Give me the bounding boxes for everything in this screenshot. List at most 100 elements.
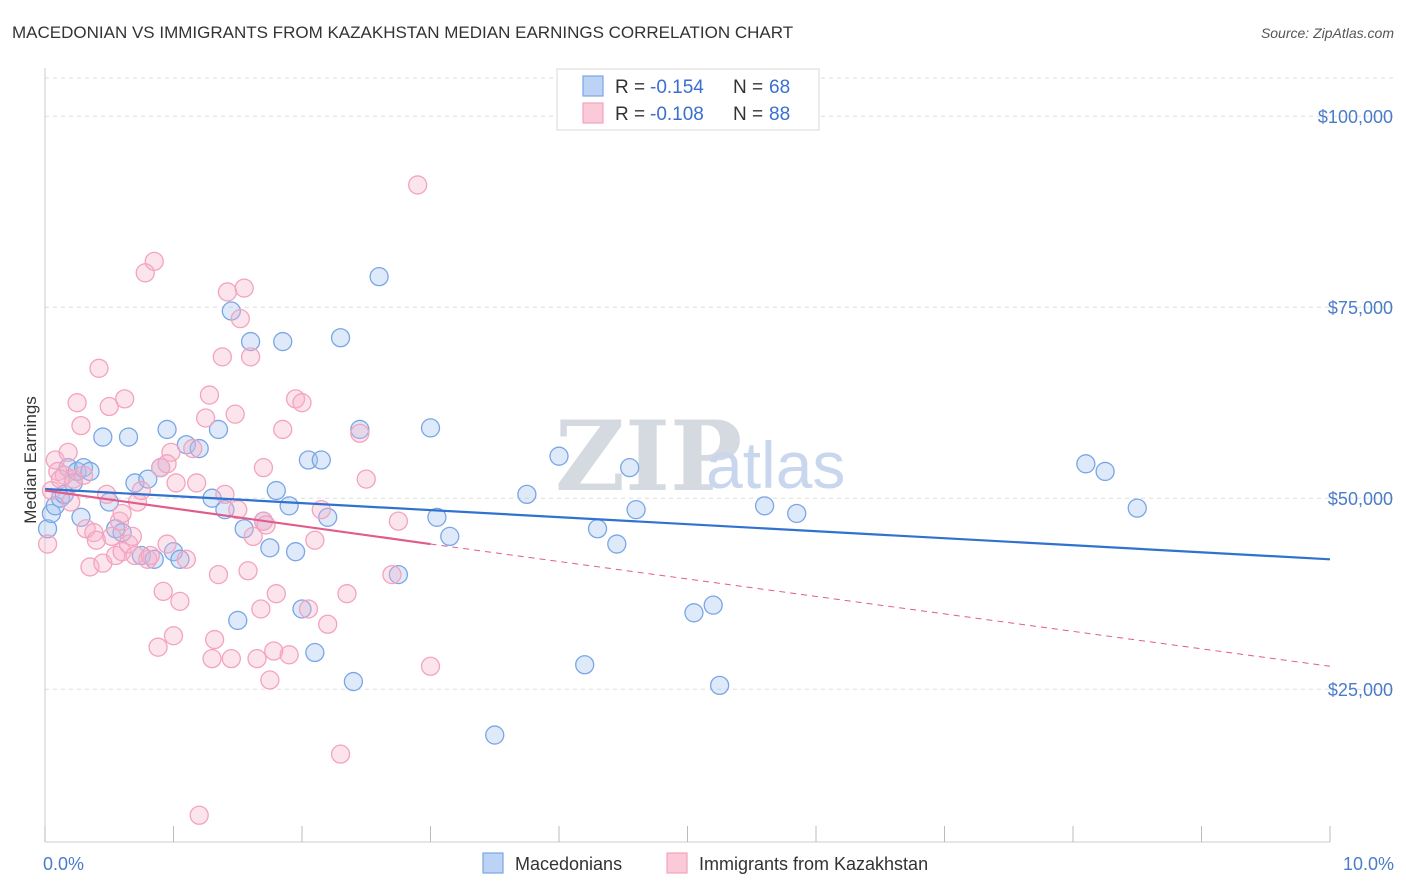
point-kazakhstan-87 xyxy=(356,469,376,489)
watermark: ZIP atlas xyxy=(555,400,845,513)
point-kazakhstan-82 xyxy=(420,656,441,676)
point-kazakhstan-42 xyxy=(183,438,203,459)
point-kazakhstan-79 xyxy=(382,564,402,585)
point-kazakhstan-35 xyxy=(153,581,173,602)
point-kazakhstan-48 xyxy=(204,629,225,650)
point-kazakhstan-69 xyxy=(279,645,299,665)
point-macedonians-49 xyxy=(517,484,537,505)
legend-swatch-kazakhstan xyxy=(582,102,604,124)
y-tick-label-3: $100,000 xyxy=(1318,107,1393,127)
legend-r-label-1: R = xyxy=(615,77,645,98)
point-macedonians-19 xyxy=(170,549,190,569)
watermark-zip: ZIP xyxy=(555,400,742,513)
point-kazakhstan-67 xyxy=(266,584,286,604)
point-kazakhstan-52 xyxy=(217,282,238,302)
point-macedonians-41 xyxy=(343,671,364,692)
point-kazakhstan-13 xyxy=(84,522,104,543)
point-kazakhstan-71 xyxy=(292,393,312,413)
point-kazakhstan-53 xyxy=(221,648,241,669)
x-tick-label-1: 10.0% xyxy=(1343,854,1394,874)
point-kazakhstan-66 xyxy=(264,641,284,661)
point-macedonians-59 xyxy=(754,496,775,516)
point-kazakhstan-85 xyxy=(157,454,177,474)
point-kazakhstan-44 xyxy=(189,805,209,825)
bottom-legend-macedonians: Macedonians xyxy=(515,854,622,874)
point-macedonians-26 xyxy=(228,610,248,631)
point-macedonians-60 xyxy=(787,503,807,524)
point-macedonians-50 xyxy=(549,446,569,466)
legend-r-label-2: R = xyxy=(615,104,645,125)
y-tick-label-1: $50,000 xyxy=(1328,489,1393,509)
point-macedonians-38 xyxy=(311,450,331,470)
point-kazakhstan-19 xyxy=(102,526,122,547)
legend-box: R = -0.154 N = 68 R = -0.108 N = 88 xyxy=(556,68,820,131)
point-kazakhstan-59 xyxy=(240,347,261,367)
axes xyxy=(44,68,1331,843)
point-macedonians-17 xyxy=(157,419,177,440)
point-macedonians-51 xyxy=(575,655,595,675)
point-kazakhstan-54 xyxy=(225,404,245,424)
point-kazakhstan-15 xyxy=(89,358,109,378)
point-macedonians-35 xyxy=(292,599,312,619)
point-kazakhstan-39 xyxy=(166,473,186,493)
bottom-legend-swatch-kazakhstan xyxy=(666,852,688,874)
point-kazakhstan-61 xyxy=(247,648,267,669)
bottom-legend-swatch-macedonians xyxy=(482,852,504,874)
point-macedonians-12 xyxy=(118,427,139,447)
point-macedonians-43 xyxy=(369,266,389,287)
point-macedonians-48 xyxy=(485,725,505,745)
point-macedonians-52 xyxy=(587,519,608,539)
point-macedonians-39 xyxy=(318,507,338,527)
legend-r-value-1: -0.154 xyxy=(650,77,704,98)
point-kazakhstan-84 xyxy=(112,503,132,524)
point-kazakhstan-40 xyxy=(170,591,190,611)
point-macedonians-31 xyxy=(266,480,286,501)
point-kazakhstan-5 xyxy=(58,442,78,463)
point-macedonians-61 xyxy=(1076,454,1096,474)
point-kazakhstan-86 xyxy=(253,457,274,478)
point-kazakhstan-0 xyxy=(37,534,58,554)
point-kazakhstan-25 xyxy=(122,526,143,547)
point-kazakhstan-23 xyxy=(115,389,135,409)
y-tick-label-0: $25,000 xyxy=(1328,680,1393,700)
point-macedonians-15 xyxy=(138,469,158,489)
trend-line-macedonians xyxy=(44,487,1331,561)
point-kazakhstan-72 xyxy=(298,599,319,619)
point-kazakhstan-14 xyxy=(86,530,107,550)
chart-source: Source: ZipAtlas.com xyxy=(1261,25,1394,41)
legend-n-value-2: 88 xyxy=(769,104,790,125)
point-macedonians-66 xyxy=(112,522,132,543)
point-kazakhstan-78 xyxy=(350,423,370,443)
legend-r-value-2: -0.108 xyxy=(650,104,704,125)
point-macedonians-7 xyxy=(71,507,91,527)
point-kazakhstan-77 xyxy=(337,584,357,604)
point-kazakhstan-10 xyxy=(73,465,94,485)
bottom-legend: Macedonians Immigrants from Kazakhstan xyxy=(482,852,928,874)
point-kazakhstan-68 xyxy=(273,419,293,440)
gridlines xyxy=(45,77,1395,690)
point-kazakhstan-64 xyxy=(256,515,276,535)
point-kazakhstan-73 xyxy=(305,530,325,550)
point-kazakhstan-36 xyxy=(157,534,177,554)
point-macedonians-55 xyxy=(626,500,646,520)
point-kazakhstan-41 xyxy=(176,549,197,569)
y-axis-label: Median Earnings xyxy=(21,396,40,524)
trend-line-kazakhstan-solid xyxy=(44,489,431,546)
point-macedonians-23 xyxy=(208,419,229,440)
point-kazakhstan-8 xyxy=(67,393,87,413)
point-kazakhstan-75 xyxy=(318,614,338,634)
legend-n-value-1: 68 xyxy=(769,77,790,98)
point-macedonians-9 xyxy=(93,427,113,447)
point-macedonians-21 xyxy=(189,438,209,459)
y-tick-labels: $25,000 $50,000 $75,000 $100,000 xyxy=(1318,107,1393,700)
point-kazakhstan-49 xyxy=(208,564,229,585)
point-macedonians-45 xyxy=(420,418,441,438)
point-kazakhstan-28 xyxy=(131,480,152,501)
point-kazakhstan-32 xyxy=(144,251,164,272)
y-tick-label-2: $75,000 xyxy=(1328,298,1393,318)
scatter-points xyxy=(37,175,1147,825)
point-kazakhstan-47 xyxy=(202,648,222,669)
point-macedonians-63 xyxy=(1127,498,1147,518)
point-kazakhstan-80 xyxy=(388,511,409,531)
